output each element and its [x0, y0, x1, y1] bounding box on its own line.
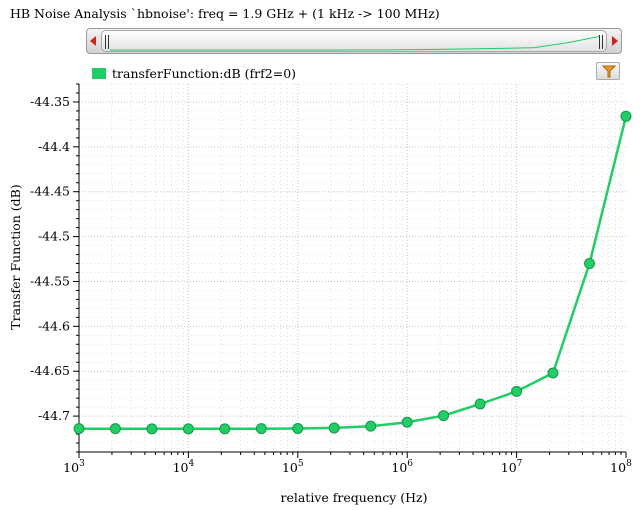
- data-point: [401, 416, 413, 428]
- y-tick-label: -44.5: [38, 229, 70, 244]
- window-title: HB Noise Analysis `hbnoise': freq = 1.9 …: [10, 6, 440, 21]
- scrollbar-thumb[interactable]: [101, 30, 607, 52]
- y-axis-title: Transfer Function (dB): [8, 184, 23, 330]
- overview-sparkline: [110, 35, 600, 51]
- data-point: [620, 110, 632, 122]
- axes: [73, 83, 627, 458]
- data-point: [109, 423, 121, 435]
- data-point: [219, 423, 231, 435]
- right-grip-handle[interactable]: [599, 35, 603, 49]
- y-tick-label: -44.7: [38, 408, 70, 423]
- filter-icon: [602, 65, 616, 78]
- arrow-left-icon[interactable]: [90, 36, 96, 46]
- arrow-right-icon[interactable]: [612, 36, 618, 46]
- x-axis-title: relative frequency (Hz): [280, 490, 427, 505]
- y-tick-label: -44.4: [38, 139, 70, 154]
- data-point: [438, 410, 450, 422]
- data-point: [511, 385, 523, 397]
- data-point: [584, 258, 596, 270]
- data-series: [73, 110, 632, 435]
- data-point: [146, 423, 158, 435]
- y-tick-labels: -44.35 -44.4 -44.45 -44.5 -44.55 -44.6 -44.65 -…: [30, 94, 70, 423]
- legend: transferFunction:dB (frf2=0): [92, 66, 296, 81]
- series-line: [79, 115, 628, 431]
- data-point: [365, 420, 377, 432]
- data-point: [292, 422, 304, 434]
- y-tick-label: -44.35: [30, 94, 70, 109]
- legend-swatch: [92, 68, 106, 79]
- x-range-scrollbar[interactable]: [86, 28, 622, 54]
- y-tick-label: -44.45: [30, 184, 70, 199]
- y-tick-label: -44.65: [30, 363, 70, 378]
- x-tick-label: 105: [282, 459, 304, 475]
- data-point: [182, 423, 194, 435]
- y-tick-label: -44.55: [30, 273, 70, 288]
- x-tick-labels: 103 104 105 106 107 108: [63, 459, 632, 475]
- x-tick-label: 107: [501, 459, 523, 475]
- data-point: [474, 398, 486, 410]
- left-grip-handle[interactable]: [105, 35, 109, 49]
- x-tick-label: 104: [173, 459, 195, 475]
- legend-label: transferFunction:dB (frf2=0): [112, 66, 297, 81]
- x-tick-label: 106: [391, 459, 413, 475]
- data-point: [547, 367, 559, 379]
- data-point: [73, 423, 85, 435]
- y-tick-label: -44.6: [38, 318, 70, 333]
- grid-lines: [78, 83, 626, 453]
- x-tick-label: 108: [610, 459, 632, 475]
- data-point: [255, 423, 267, 435]
- data-point: [328, 422, 340, 434]
- filter-button[interactable]: [596, 62, 620, 80]
- x-tick-label: 103: [63, 459, 85, 475]
